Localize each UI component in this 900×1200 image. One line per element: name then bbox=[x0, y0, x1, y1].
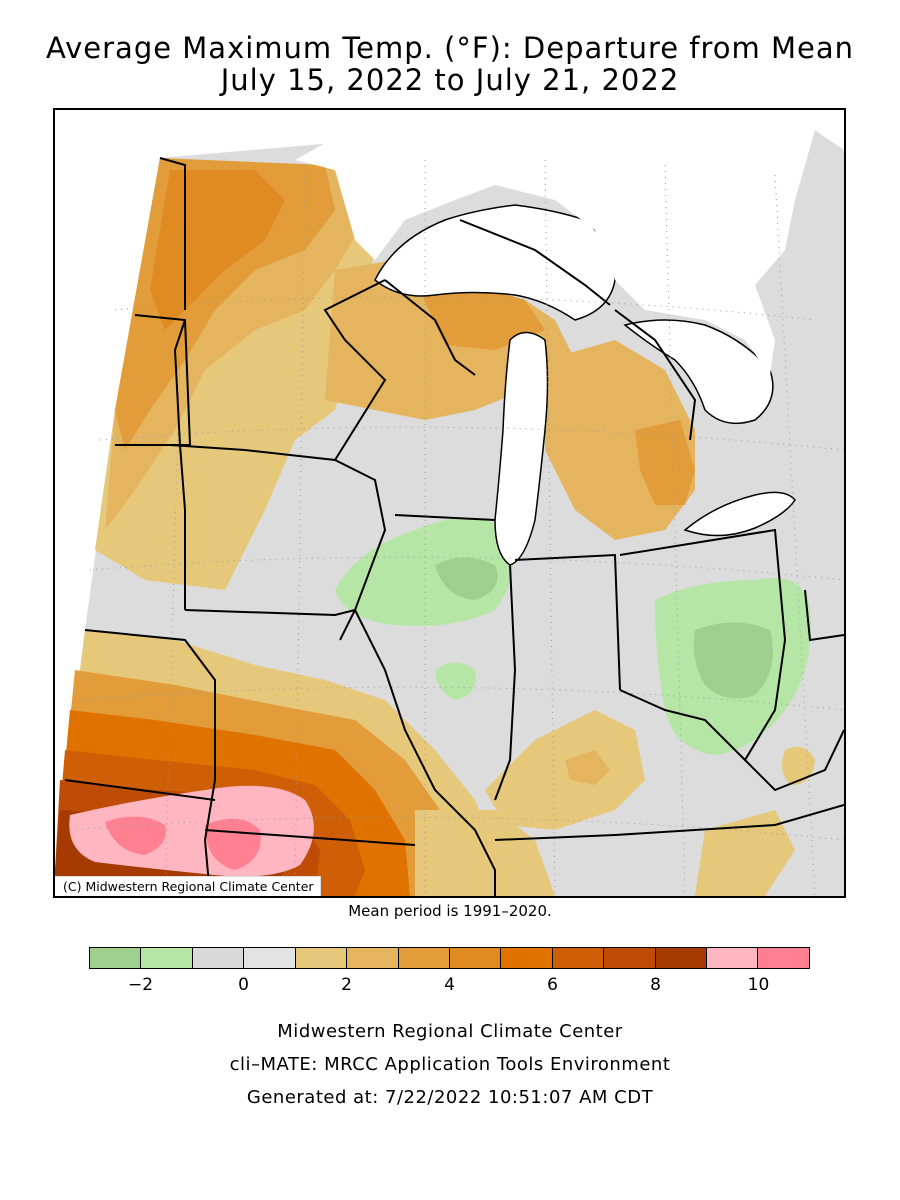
lake-michigan bbox=[494, 331, 549, 566]
legend-tick-label: −2 bbox=[127, 975, 154, 995]
state-boundaries bbox=[64, 157, 844, 896]
legend-swatch bbox=[758, 948, 809, 968]
lake-huron bbox=[623, 319, 774, 425]
anomaly-area-hot-2 bbox=[105, 816, 166, 855]
anomaly-area-warm-4 bbox=[150, 170, 285, 330]
anomaly-area-warm-8 bbox=[635, 420, 695, 505]
graticule bbox=[69, 159, 844, 896]
legend-tick-label: 0 bbox=[238, 975, 249, 995]
legend-swatch bbox=[707, 948, 759, 968]
map-panel: (C) Midwestern Regional Climate Center bbox=[53, 108, 846, 898]
anomaly-area-warm-18 bbox=[695, 810, 795, 896]
legend-swatch bbox=[501, 948, 553, 968]
lake-erie bbox=[683, 491, 796, 537]
legend-swatch bbox=[552, 948, 605, 968]
legend-tick-label: 8 bbox=[650, 975, 661, 995]
legend-tick-label: 10 bbox=[747, 975, 770, 995]
legend-swatch bbox=[192, 948, 245, 968]
map-title: Average Maximum Temp. (°F): Departure fr… bbox=[45, 31, 855, 65]
map-date-range: July 15, 2022 to July 21, 2022 bbox=[220, 63, 680, 97]
color-legend bbox=[89, 947, 810, 969]
anomaly-area-cool-3 bbox=[435, 662, 476, 700]
legend-tick-labels: −2 0 2 4 6 8 10 bbox=[0, 969, 900, 1009]
anomaly-area-cool-5 bbox=[693, 622, 773, 699]
legend-swatch bbox=[449, 948, 502, 968]
anomaly-area-warm-19 bbox=[781, 746, 815, 785]
legend-swatch bbox=[244, 948, 296, 968]
legend-tick-label: 4 bbox=[444, 975, 455, 995]
legend-swatch bbox=[90, 948, 142, 968]
footer-generated: Generated at: 7/22/2022 10:51:07 AM CDT bbox=[246, 1087, 654, 1108]
anomaly-area-warm-15 bbox=[485, 710, 645, 830]
footer-org: Midwestern Regional Climate Center bbox=[277, 1021, 623, 1042]
temperature-departure-map bbox=[55, 110, 844, 896]
footer-app: cli–MATE: MRCC Application Tools Environ… bbox=[229, 1054, 671, 1075]
anomaly-area-warm-16 bbox=[565, 750, 610, 785]
legend-tick-label: 6 bbox=[547, 975, 558, 995]
legend-tick-label: 2 bbox=[341, 975, 352, 995]
legend-swatch bbox=[141, 948, 193, 968]
anomaly-area-warm-6 bbox=[415, 280, 545, 350]
legend-swatch bbox=[604, 948, 656, 968]
legend-swatch bbox=[295, 948, 348, 968]
canada-region bbox=[295, 110, 844, 375]
map-copyright: (C) Midwestern Regional Climate Center bbox=[55, 876, 321, 896]
anomaly-area-warm-17 bbox=[415, 810, 555, 896]
legend-swatch bbox=[347, 948, 399, 968]
legend-swatch bbox=[655, 948, 708, 968]
legend-swatch bbox=[398, 948, 450, 968]
mean-period-note: Mean period is 1991–2020. bbox=[348, 902, 552, 920]
anomaly-area-cool-2 bbox=[435, 557, 498, 600]
